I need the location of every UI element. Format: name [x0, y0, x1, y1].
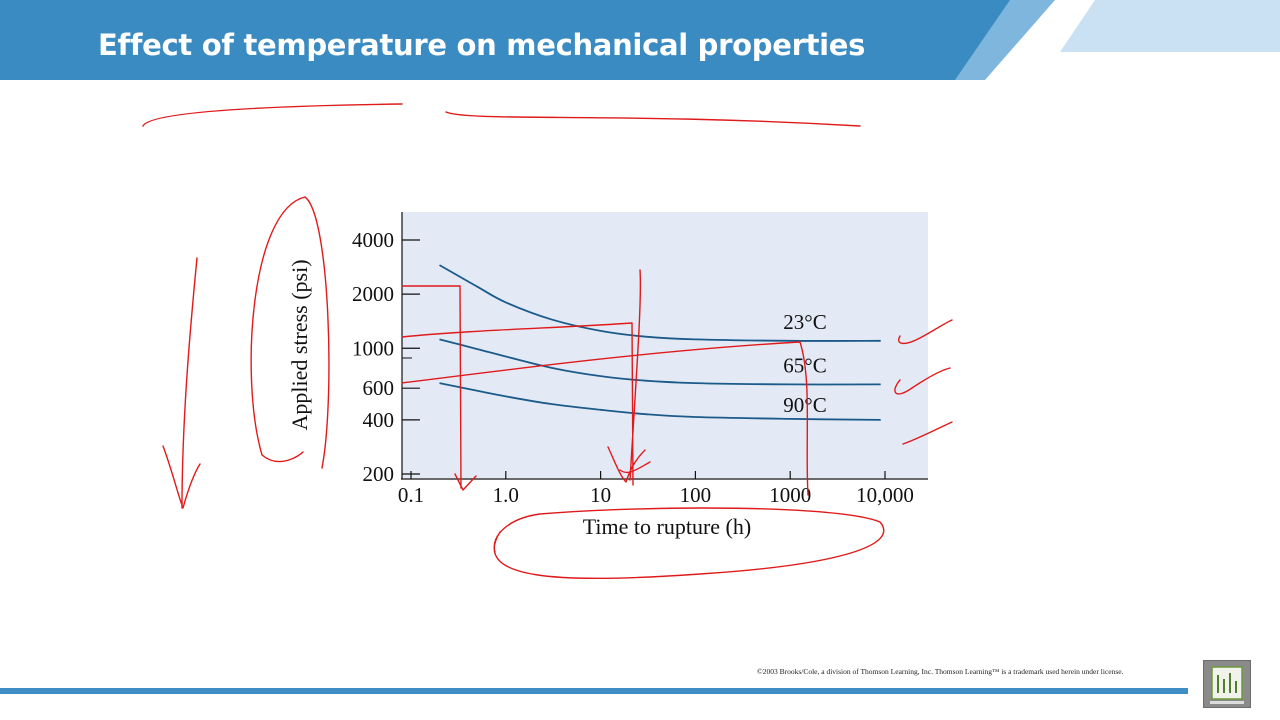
logo-emblem-icon	[1210, 666, 1244, 704]
x-tick-label: 10,000	[856, 483, 914, 507]
series-label-0: 23°C	[783, 310, 826, 334]
annotation-stress-2000	[401, 285, 477, 491]
annotation-check-65	[894, 367, 951, 395]
annotation-check-90	[902, 421, 953, 445]
series-line-0	[439, 264, 881, 342]
pen-annotations	[142, 103, 953, 580]
header-main-band	[0, 0, 1010, 80]
annotation-underline-right	[445, 111, 861, 127]
header-band	[0, 0, 1280, 80]
annotation-stress-1000	[401, 269, 651, 486]
copyright-notice: ©2003 Brooks/Cole, a division of Thomson…	[757, 667, 1124, 676]
series-label-2: 90°C	[783, 393, 826, 417]
slide-title: Effect of temperature on mechanical prop…	[98, 28, 866, 62]
annotation-underline-left	[142, 103, 403, 127]
x-tick-label: 0.1	[398, 483, 424, 507]
y-axis-title: Applied stress (psi)	[287, 259, 312, 430]
footer-bar	[0, 688, 1188, 694]
y-tick-label: 400	[363, 408, 395, 432]
y-tick-label: 200	[363, 462, 395, 486]
series-line-1	[439, 338, 881, 386]
x-tick-label: 100	[680, 483, 712, 507]
x-tick-label: 10	[590, 483, 611, 507]
plot-background	[402, 212, 928, 478]
series-line-2	[439, 382, 881, 421]
x-tick-label: 1.0	[493, 483, 519, 507]
header-light-stripe	[1060, 0, 1280, 52]
annotation-check-23	[898, 319, 953, 345]
y-tick-label: 4000	[352, 228, 394, 252]
annotation-xlabel-loop	[493, 507, 885, 580]
x-tick-label: 1000	[769, 483, 811, 507]
y-tick-label: 2000	[352, 282, 394, 306]
x-axis-title: Time to rupture (h)	[583, 514, 751, 539]
y-tick-label: 600	[363, 376, 395, 400]
annotation-down-arrow-left	[162, 257, 201, 509]
annotation-stress-600	[401, 341, 809, 496]
annotation-ylabel-loop	[250, 196, 330, 469]
university-logo	[1203, 660, 1251, 708]
y-tick-label: 1000	[352, 336, 394, 360]
